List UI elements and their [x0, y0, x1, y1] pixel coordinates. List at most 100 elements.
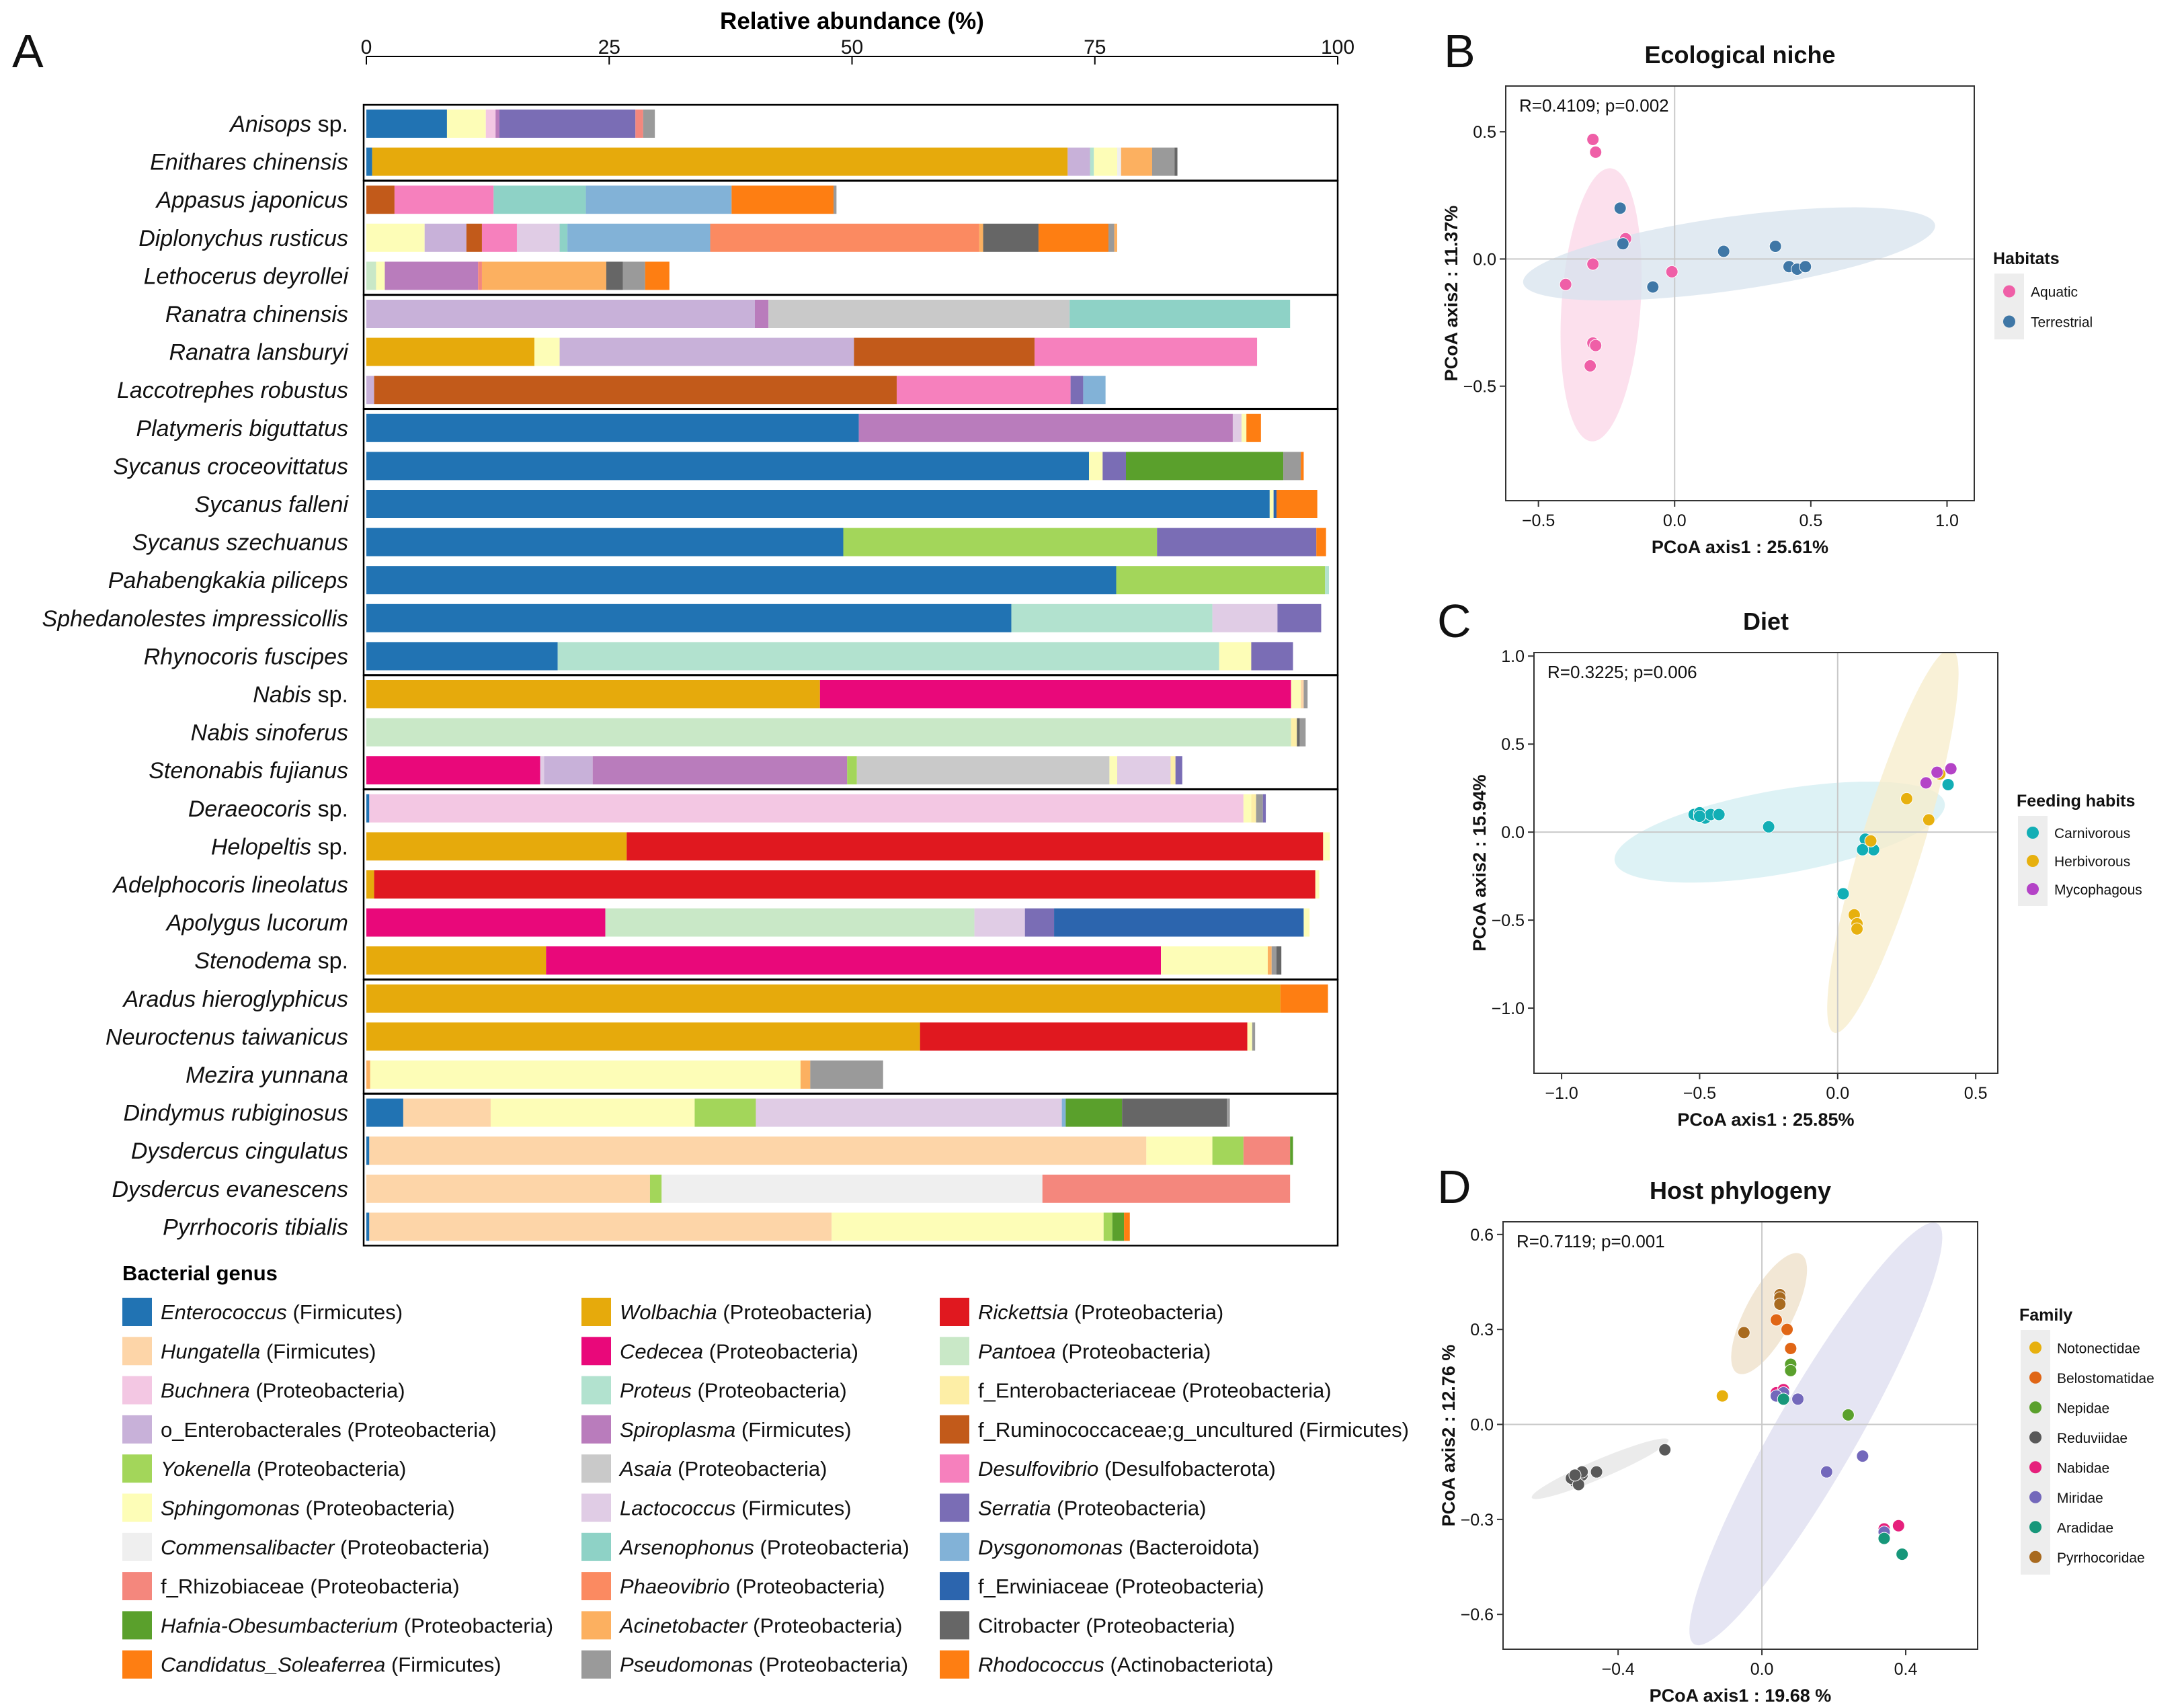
x-tick-label: −0.5 — [1683, 1084, 1716, 1103]
point-nabidae — [1892, 1519, 1905, 1532]
bar-segment-f-rhizobiaceae — [635, 110, 643, 138]
bar-segment-proteus — [557, 642, 1219, 671]
scatter-title: Host phylogeny — [1650, 1177, 1831, 1204]
bar-segment-pseudomonas — [1283, 452, 1301, 481]
bar-segment-pseudomonas — [1271, 946, 1277, 975]
legend-label-phaeovibrio: Phaeovibrio (Proteobacteria) — [620, 1575, 885, 1598]
legend-swatch-rhodococcus — [940, 1650, 969, 1679]
point-carnivorous — [1836, 887, 1850, 901]
bar-segment-hafnia-obesumbacterium — [1290, 1136, 1293, 1165]
legend-phylum: (Proteobacteria) — [730, 1575, 885, 1598]
legend-swatch-commensalibacter — [122, 1532, 152, 1561]
bar-segment-phaeovibrio — [710, 223, 979, 252]
legend-label-carnivorous: Carnivorous — [2054, 826, 2130, 841]
point-aradidae — [1896, 1548, 1909, 1561]
confidence-ellipse — [1731, 1253, 1808, 1374]
sample-suffix: sp. — [311, 112, 348, 137]
confidence-ellipse — [1827, 653, 1959, 1034]
point-reduviidae — [1658, 1443, 1672, 1456]
bar-segment-sphingomonas — [1219, 642, 1252, 671]
legend-dot-miridae — [2029, 1491, 2041, 1503]
sample-label: Enithares chinensis — [150, 150, 348, 175]
bar-segment-candidatus-soleaferrea — [1316, 528, 1326, 556]
bar-segment-yokenella — [1103, 1212, 1113, 1241]
bar-segment-spiroplasma — [755, 300, 769, 328]
bar-segment-yokenella — [847, 756, 857, 785]
legend-swatch-enterococcus — [122, 1298, 152, 1326]
legend-title: Family — [2019, 1306, 2072, 1325]
x-tick-label: 0.0 — [1750, 1660, 1774, 1679]
sample-name: Sycanus falleni — [194, 492, 349, 517]
sample-name: Sycanus szechuanus — [132, 530, 348, 556]
legend-genus: Dysgonomonas — [978, 1536, 1123, 1559]
sample-name: Ranatra chinensis — [165, 302, 348, 327]
bar-segment-wolbachia — [366, 337, 534, 366]
bar-segment-cedecea — [819, 680, 1291, 708]
bar-segment-citrobacter — [1276, 946, 1282, 975]
bar-segment-rickettsia — [374, 870, 1316, 899]
sample-label: Anisops sp. — [229, 112, 348, 137]
bar-segment-candidatus-soleaferrea — [1280, 984, 1328, 1013]
bar-segment-wolbachia — [366, 680, 820, 708]
bar-segment-sphingomonas — [1109, 756, 1117, 785]
bar-segment-enterococcus — [366, 147, 372, 176]
sample-name: Rhynocoris fuscipes — [144, 644, 348, 669]
bar-segment-dysgonomonas — [1061, 1098, 1066, 1127]
bar-segment-proteus — [1090, 147, 1094, 176]
bar-segment-pseudomonas — [1108, 223, 1115, 252]
bar-segment-yokenella — [843, 528, 1158, 556]
bar-segment-acinetobacter — [366, 1061, 370, 1089]
sample-name: Dindymus rubiginosus — [124, 1101, 349, 1126]
bar-segment-citrobacter — [983, 223, 1039, 252]
legend-dot-terrestrial — [2003, 315, 2015, 328]
bar-segment-sphingomonas — [1243, 794, 1252, 823]
point-miridae — [1856, 1450, 1869, 1463]
legend-label-herbivorous: Herbivorous — [2054, 854, 2130, 870]
y-tick-label: 0.0 — [1473, 250, 1496, 269]
y-tick-label: −0.5 — [1492, 911, 1525, 930]
plot-frame — [1505, 85, 1975, 501]
bar-segment-enterococcus — [366, 490, 1270, 518]
legend-phylum: (Firmicutes) — [735, 1418, 851, 1442]
bar-segment-f-erwiniaceae — [1054, 908, 1304, 937]
legend-label-citrobacter: Citrobacter (Proteobacteria) — [978, 1614, 1236, 1637]
bar-segment-f-ruminococcaceae — [854, 337, 1035, 366]
bar-segment-pseudomonas — [834, 185, 837, 214]
legend-swatch-desulfovibrio — [940, 1454, 969, 1483]
legend-genus: Sphingomonas — [161, 1497, 300, 1520]
legend-swatch-f-erwiniaceae — [940, 1572, 969, 1601]
legend-swatch-candidatus-soleaferrea — [122, 1650, 152, 1679]
legend-phylum: (Proteobacteria) — [717, 1300, 873, 1324]
point-terrestrial — [1799, 260, 1812, 274]
bar-segment-pseudomonas — [1252, 1022, 1256, 1051]
sample-name: Sphedanolestes impressicollis — [42, 606, 348, 632]
sample-label: Apolygus lucorum — [165, 911, 348, 936]
x-axis-label: PCoA axis1 : 19.68 % — [1650, 1686, 1832, 1705]
legend-label-o-enterobacterales: o_Enterobacterales (Proteobacteria) — [161, 1418, 497, 1442]
legend-swatch-buchnera — [122, 1376, 152, 1405]
legend-label-hungatella: Hungatella (Firmicutes) — [161, 1339, 376, 1363]
point-miridae — [1791, 1392, 1805, 1406]
group-frame — [362, 1093, 1339, 1247]
bar-segment-sphingomonas — [1291, 680, 1301, 708]
legend-label-dysgonomonas: Dysgonomonas (Bacteroidota) — [978, 1536, 1260, 1559]
bar-segment-wolbachia — [366, 984, 1281, 1013]
legend-label-reduviidae: Reduviidae — [2057, 1431, 2128, 1446]
legend-label-pantoea: Pantoea (Proteobacteria) — [978, 1339, 1211, 1363]
point-mycophagous — [1931, 765, 1944, 779]
sample-name: Helopeltis — [211, 834, 311, 860]
bar-segment-f-enterobacteriaceae — [1170, 756, 1176, 785]
sample-label: Pyrrhocoris tibialis — [163, 1214, 348, 1240]
legend-phylum: (Actinobacteriota) — [1104, 1653, 1274, 1677]
plot-frame — [1533, 652, 1998, 1074]
legend-swatch-proteus — [581, 1376, 611, 1405]
bar-segment-enterococcus — [366, 1136, 370, 1165]
stat-annotation: R=0.4109; p=0.002 — [1519, 95, 1669, 116]
sample-name: Deraeocoris — [188, 796, 311, 822]
point-belostomatidae — [1784, 1341, 1797, 1355]
legend-dot-reduviidae — [2029, 1431, 2041, 1444]
bar-segment-yokenella — [649, 1174, 662, 1203]
bar-segment-candidatus-soleaferrea — [645, 261, 670, 290]
bar-segment-sphingomonas — [1146, 1136, 1213, 1165]
bar-segment-o-enterobacterales — [366, 376, 374, 405]
